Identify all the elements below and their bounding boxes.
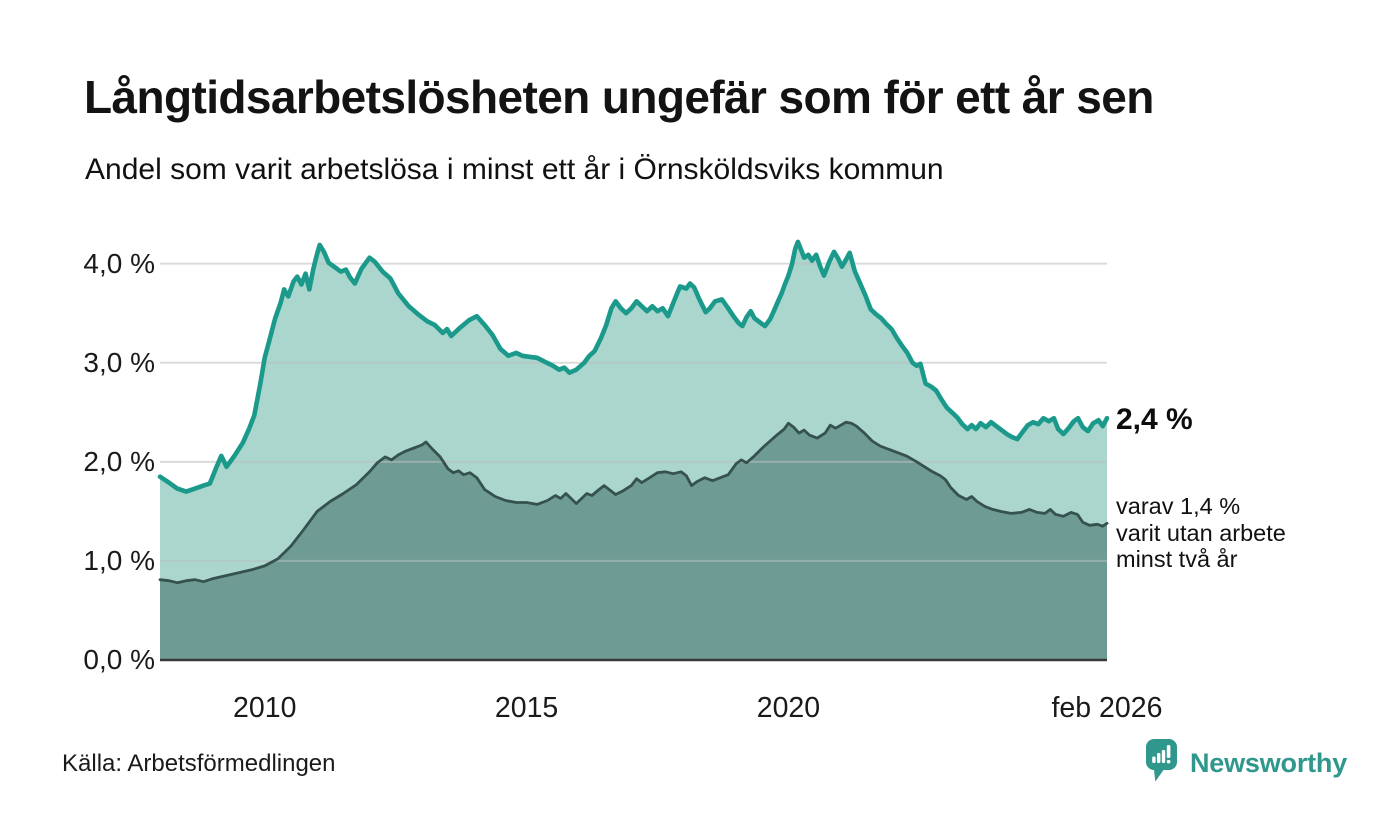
y-axis-tick-label: 2,0 % [83, 445, 155, 477]
y-axis-tick-label: 3,0 % [83, 346, 155, 378]
x-axis-tick-label: 2015 [494, 692, 559, 724]
newsworthy-pin-barchart-icon [1146, 739, 1177, 782]
x-axis-tick-label: 2020 [756, 692, 821, 724]
page-title: Långtidsarbetslösheten ungefär som för e… [84, 71, 1154, 123]
annotation-line: varav 1,4 % [1116, 493, 1241, 519]
x-axis-tick-label: 2010 [233, 692, 297, 724]
y-axis-tick-label: 4,0 % [83, 247, 155, 279]
annotation-line: varit utan arbete [1116, 519, 1286, 546]
series-end-value-label: 2,4 % [1116, 403, 1193, 436]
newsworthy-logo: Newsworthy [1146, 739, 1366, 789]
y-axis-tick-label: 0,0 % [83, 644, 155, 675]
newsworthy-wordmark: Newsworthy [1190, 748, 1348, 778]
source-credit: Källa: Arbetsförmedlingen [62, 750, 336, 777]
annotation-line: minst två år [1116, 546, 1238, 572]
page-subtitle: Andel som varit arbetslösa i minst ett å… [85, 153, 944, 186]
series-secondary-annotation: varav 1,4 % varit utan arbete minst två … [1116, 493, 1286, 573]
x-axis-tick-label: feb 2026 [1051, 692, 1163, 724]
y-axis-tick-label: 1,0 % [83, 544, 155, 576]
